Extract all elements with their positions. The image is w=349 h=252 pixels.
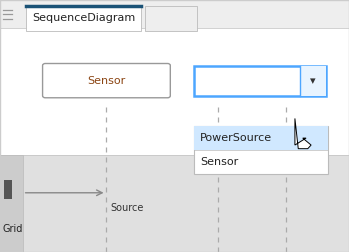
Bar [26, 6, 141, 31]
Bar [0, 155, 23, 252]
Text: ▾: ▾ [310, 76, 316, 86]
Bar [194, 126, 328, 150]
Bar [0, 0, 349, 28]
Bar [145, 6, 197, 31]
Bar [0, 28, 349, 224]
Text: PowerSource: PowerSource [200, 133, 272, 143]
Polygon shape [295, 118, 311, 149]
Bar [4, 180, 12, 199]
Text: Source: Source [110, 203, 143, 213]
Text: Sensor: Sensor [87, 76, 126, 86]
Bar [300, 66, 326, 96]
Bar [194, 66, 326, 96]
Bar [0, 155, 349, 252]
Text: Sensor: Sensor [200, 157, 238, 167]
Bar [194, 126, 328, 174]
FancyBboxPatch shape [43, 64, 170, 98]
Text: SequenceDiagram: SequenceDiagram [32, 13, 135, 23]
Text: Grid: Grid [3, 224, 23, 234]
